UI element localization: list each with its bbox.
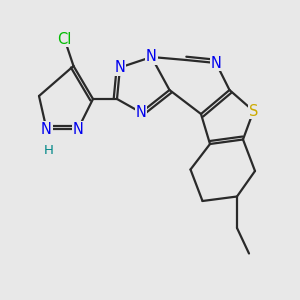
Text: N: N: [115, 60, 125, 75]
Text: N: N: [41, 122, 52, 136]
Text: S: S: [249, 103, 258, 118]
Text: N: N: [146, 50, 157, 64]
Text: Cl: Cl: [57, 32, 72, 46]
Text: N: N: [211, 56, 221, 70]
Text: N: N: [73, 122, 83, 136]
Text: N: N: [136, 105, 146, 120]
Text: H: H: [44, 143, 54, 157]
